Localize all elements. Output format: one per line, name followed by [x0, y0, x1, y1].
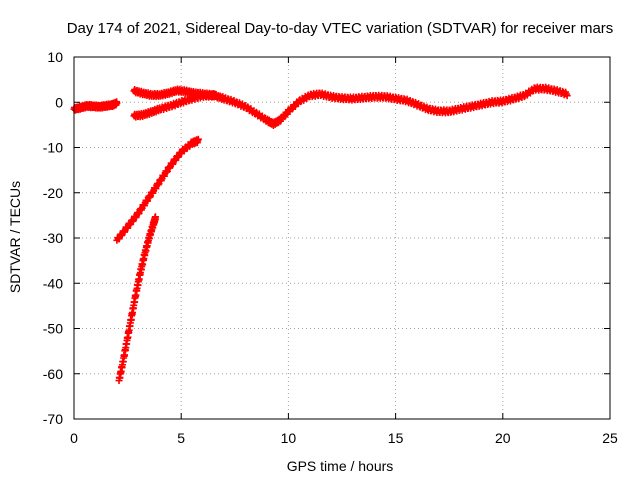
- series-segment-rising-upper: [113, 135, 202, 244]
- y-tick-label: -20: [43, 185, 63, 201]
- y-tick-label: 0: [55, 94, 63, 110]
- grid-lines: [74, 57, 610, 419]
- series-segment-main: [212, 83, 571, 130]
- x-axis-label: GPS time / hours: [287, 458, 394, 474]
- y-axis-label: SDTVAR / TECUs: [7, 181, 23, 293]
- x-tick-label: 10: [281, 430, 297, 446]
- x-tick-label: 20: [495, 430, 511, 446]
- y-tick-label: -10: [43, 140, 63, 156]
- series-segment-low-arc: [130, 90, 217, 121]
- y-tick-label: -70: [43, 411, 63, 427]
- chart-title: Day 174 of 2021, Sidereal Day-to-day VTE…: [67, 20, 614, 37]
- y-tick-label: -60: [43, 366, 63, 382]
- data-point: [563, 92, 571, 100]
- data-points: [70, 83, 571, 385]
- data-point: [194, 135, 202, 143]
- x-tick-label: 0: [70, 430, 78, 446]
- axes: 0 5 10 15 20 25 10 0 -10 -20 -30 -40 -50 -60 -70: [43, 49, 618, 446]
- x-tick-label: 25: [602, 430, 618, 446]
- y-tick-label: -40: [43, 275, 63, 291]
- y-tick-label: -30: [43, 230, 63, 246]
- series-segment-rising-steep: [115, 213, 159, 385]
- x-tick-label: 5: [177, 430, 185, 446]
- series-segment-early: [70, 98, 121, 114]
- y-tick-label: -50: [43, 321, 63, 337]
- y-tick-label: 10: [47, 49, 63, 65]
- data-point: [151, 213, 159, 221]
- x-tick-label: 15: [388, 430, 404, 446]
- data-point: [113, 99, 121, 107]
